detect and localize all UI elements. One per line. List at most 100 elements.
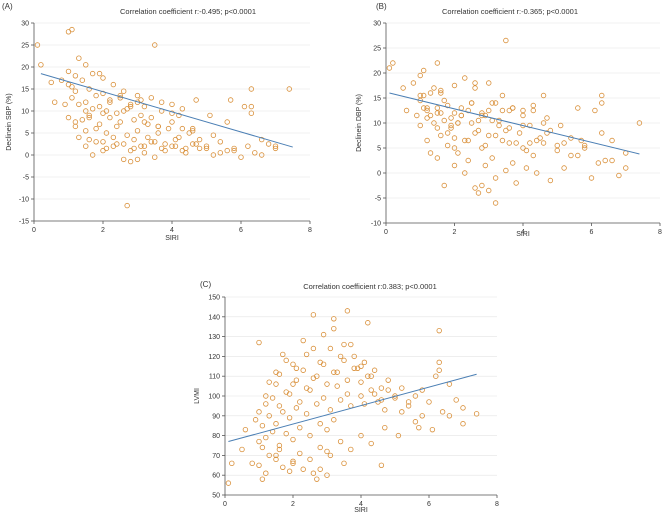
data-point xyxy=(460,405,466,411)
data-point xyxy=(341,460,347,467)
data-point xyxy=(557,122,564,129)
data-point xyxy=(441,97,447,104)
data-point xyxy=(530,102,536,109)
data-point xyxy=(83,99,89,105)
data-point xyxy=(225,480,232,486)
data-point xyxy=(76,101,82,108)
data-point xyxy=(385,387,391,393)
data-point xyxy=(327,345,334,352)
data-point xyxy=(444,142,451,149)
data-point xyxy=(110,134,117,141)
data-point xyxy=(337,353,344,360)
data-point xyxy=(290,436,296,443)
data-point xyxy=(427,150,434,156)
data-point xyxy=(172,143,179,149)
data-point xyxy=(486,107,492,114)
data-point xyxy=(438,87,444,94)
data-point xyxy=(486,132,492,139)
data-point xyxy=(520,107,526,114)
data-point xyxy=(510,105,516,111)
data-point xyxy=(424,137,430,144)
data-point xyxy=(300,367,306,373)
data-point xyxy=(297,399,303,405)
data-point xyxy=(272,143,279,149)
data-point xyxy=(127,101,134,108)
data-point xyxy=(527,122,533,129)
trend-line xyxy=(389,92,640,155)
data-point xyxy=(138,112,144,119)
data-point xyxy=(158,99,165,105)
y-tick-label: 120 xyxy=(208,354,220,361)
x-axis-label: SIRI xyxy=(354,507,368,514)
data-point xyxy=(324,472,330,478)
data-point xyxy=(310,345,317,352)
data-point xyxy=(465,157,471,164)
x-tick-label: 8 xyxy=(495,501,499,508)
data-point xyxy=(462,170,468,176)
data-point xyxy=(575,105,581,111)
data-point xyxy=(403,107,410,114)
data-point xyxy=(245,143,251,149)
data-point xyxy=(327,452,334,459)
data-point xyxy=(256,339,262,346)
data-point xyxy=(616,172,622,179)
data-point xyxy=(492,175,499,181)
data-point xyxy=(438,110,444,116)
data-point xyxy=(259,423,266,429)
trend-line xyxy=(40,73,293,148)
x-tick-label: 2 xyxy=(453,229,457,236)
data-point xyxy=(131,145,137,152)
data-point xyxy=(341,357,347,364)
data-point xyxy=(520,145,526,151)
x-tick-label: 2 xyxy=(101,227,105,234)
data-point xyxy=(72,73,79,79)
data-point xyxy=(492,200,499,206)
data-point xyxy=(273,421,279,427)
data-point xyxy=(210,152,217,158)
data-point xyxy=(310,375,317,381)
data-point xyxy=(141,103,148,110)
data-point xyxy=(266,413,272,419)
gridlines xyxy=(225,296,497,496)
data-point xyxy=(217,150,223,156)
data-point xyxy=(599,92,605,99)
data-point xyxy=(544,130,550,136)
data-point xyxy=(441,117,447,124)
data-point xyxy=(609,157,615,164)
data-point xyxy=(134,156,141,163)
data-point xyxy=(229,460,235,467)
data-point xyxy=(453,397,459,403)
data-point xyxy=(348,341,354,348)
data-point xyxy=(286,415,293,421)
data-point xyxy=(434,125,441,131)
data-point xyxy=(276,446,283,453)
y-tick-label: 10 xyxy=(373,121,381,128)
data-point xyxy=(183,150,189,156)
data-point xyxy=(141,143,148,149)
data-point xyxy=(172,136,179,143)
data-point xyxy=(96,121,103,127)
y-ticks: -15 -10 -5 0 5 10 15 20 25 30 xyxy=(19,21,34,226)
data-point xyxy=(224,119,230,125)
data-point xyxy=(107,99,113,105)
data-point xyxy=(120,108,127,114)
data-point xyxy=(334,369,340,375)
y-axis-label: LVMI xyxy=(194,388,201,404)
data-point xyxy=(499,137,506,144)
data-point xyxy=(263,470,269,476)
data-point xyxy=(103,130,110,136)
data-point xyxy=(433,373,439,379)
data-point xyxy=(382,407,388,413)
data-point xyxy=(513,140,519,146)
data-point xyxy=(492,100,499,106)
data-point xyxy=(293,365,300,371)
chart-title: Correlation coefficient r:0.383; p<0.000… xyxy=(303,282,437,291)
data-point xyxy=(231,147,237,154)
data-point xyxy=(83,128,89,134)
data-point xyxy=(165,125,172,132)
data-point xyxy=(259,136,265,143)
data-point xyxy=(259,476,266,482)
data-point xyxy=(451,82,458,89)
y-tick-label: 5 xyxy=(25,131,29,138)
